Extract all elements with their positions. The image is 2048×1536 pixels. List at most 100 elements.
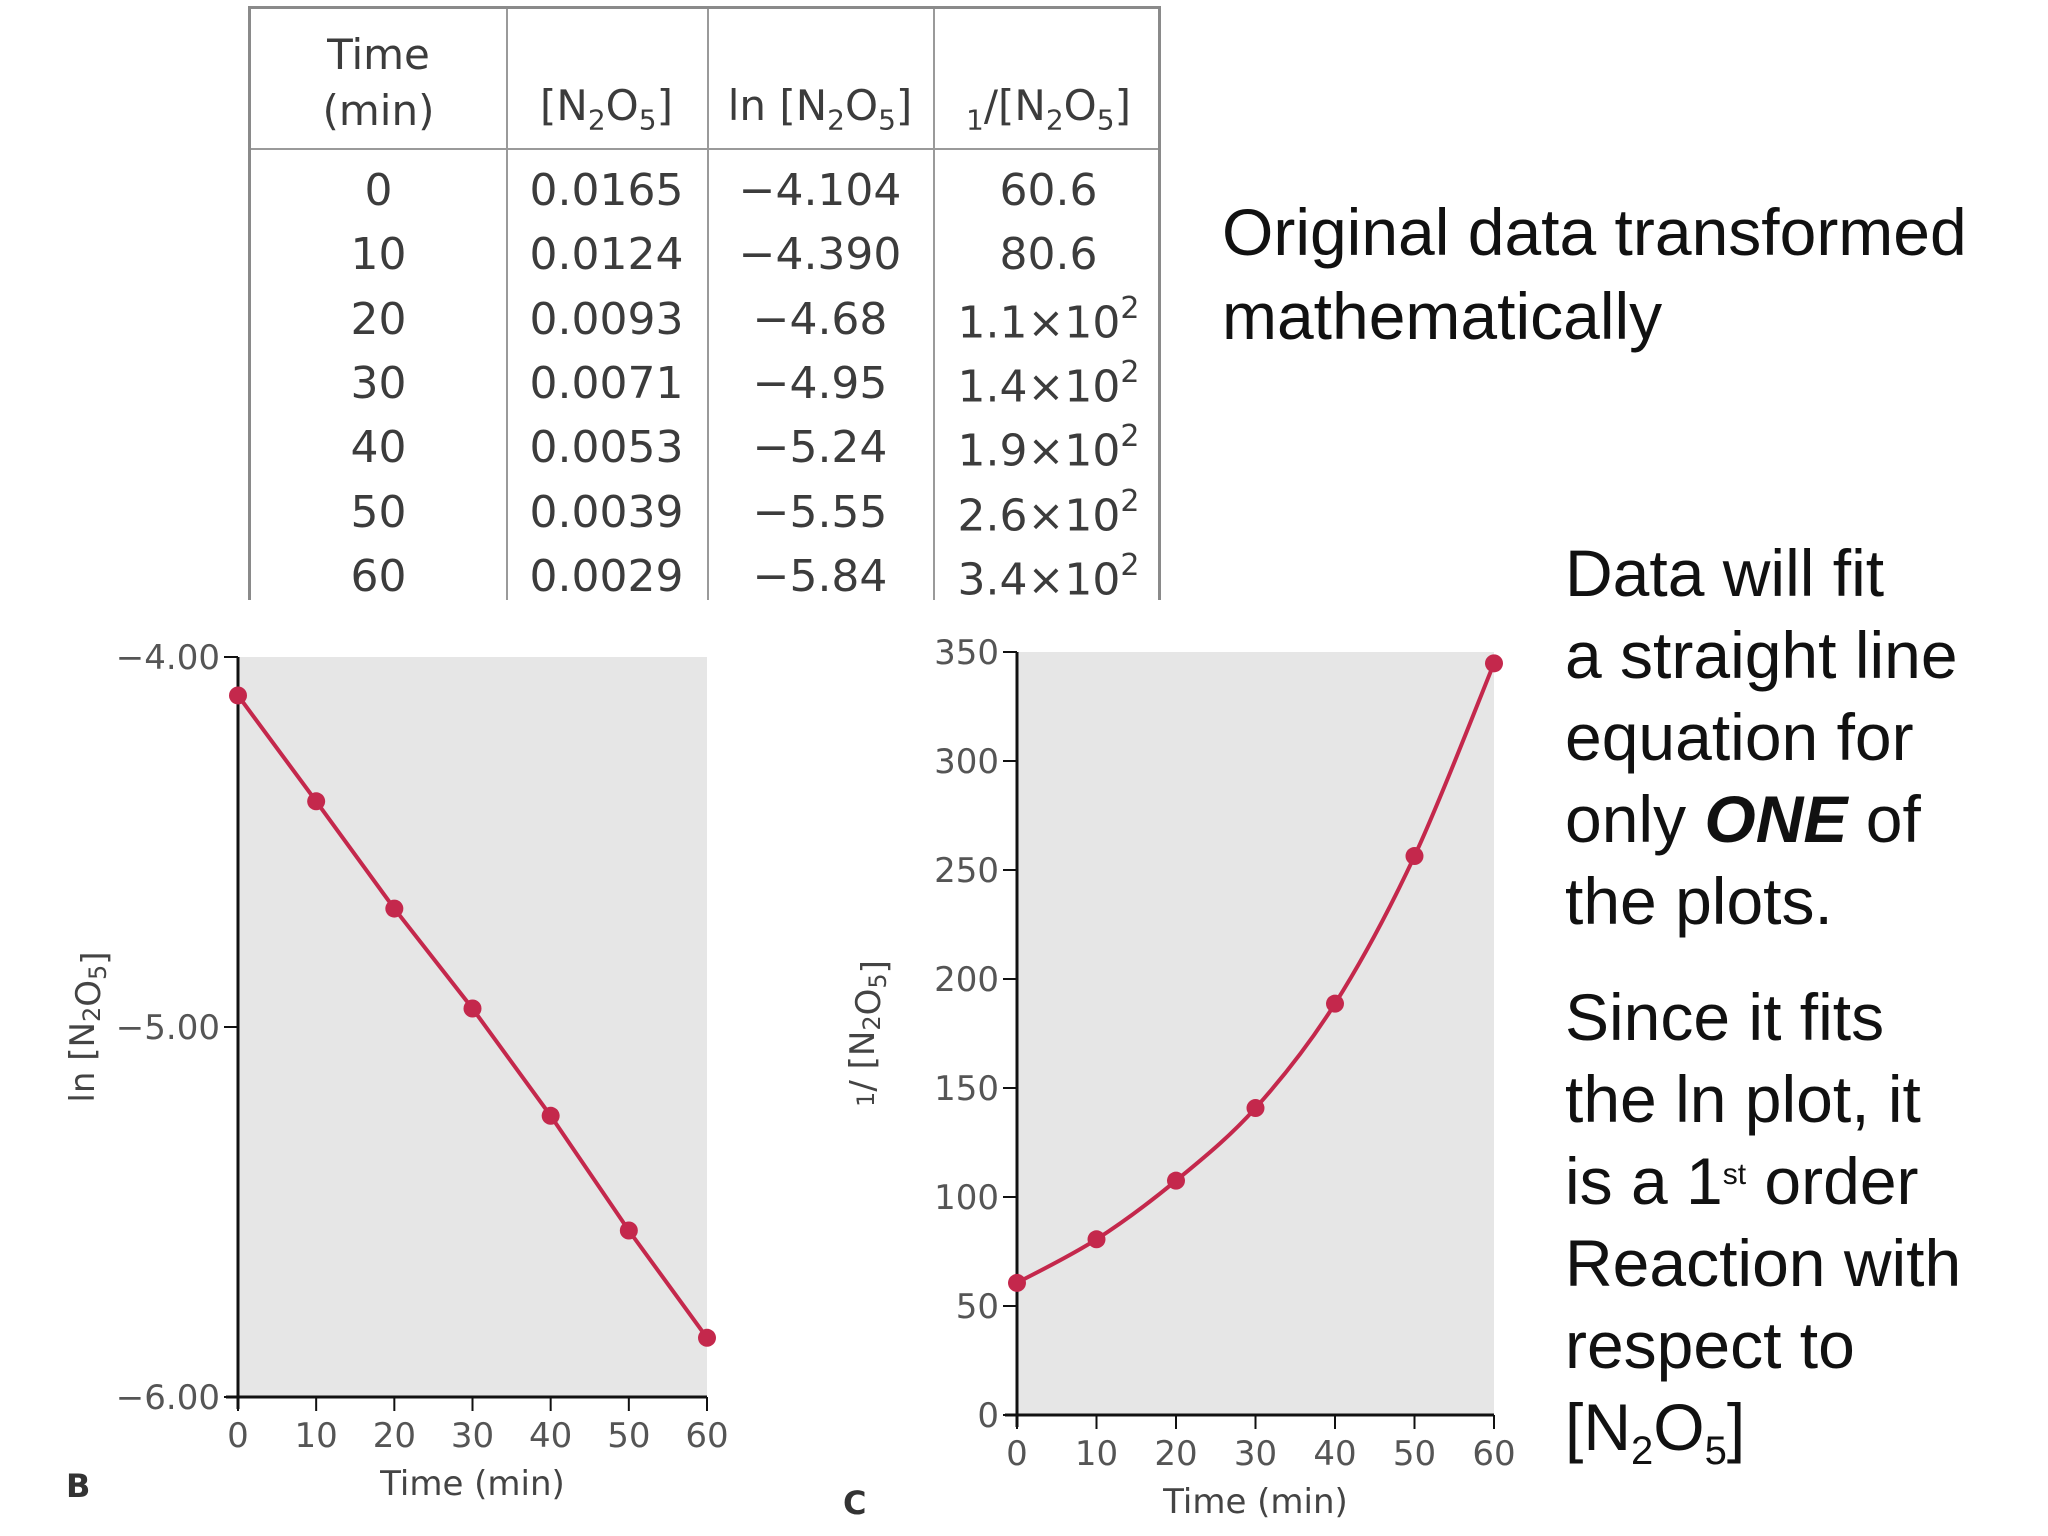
- table-cell-conc: 0.0039: [529, 486, 684, 538]
- data-point: [1485, 654, 1503, 673]
- x-tick-label: 10: [295, 1416, 338, 1456]
- intro-line: mathematically: [1222, 279, 1663, 353]
- y-tick-label: 200: [934, 960, 999, 1000]
- table-cell-inv: 60.6: [999, 165, 1098, 216]
- table-cell-inv: 1.1×102: [957, 290, 1140, 349]
- data-point: [229, 686, 247, 705]
- table-cell-conc: 0.0165: [529, 165, 684, 216]
- table-cell-inv: 3.4×102: [957, 547, 1140, 606]
- table-cell-inv: 2.6×102: [957, 483, 1140, 542]
- y-axis-label: 1/ [N2O5]: [843, 960, 895, 1107]
- data-point: [385, 899, 404, 918]
- data-point: [1167, 1171, 1185, 1190]
- x-tick-label: 50: [607, 1416, 650, 1456]
- x-axis-label: Time (min): [1162, 1482, 1348, 1522]
- panel-letter: B: [66, 1467, 90, 1505]
- note-line: Reaction with: [1565, 1226, 1962, 1300]
- notes-text: Data will fit a straight line equation f…: [1565, 532, 1961, 1492]
- data-point: [619, 1221, 638, 1240]
- y-tick-label: 350: [934, 633, 999, 673]
- y-tick-label: 100: [934, 1178, 999, 1218]
- table-cell-ln: −4.68: [752, 293, 888, 345]
- table-header-rule: [251, 148, 1158, 150]
- note-line: respect to: [1565, 1308, 1855, 1382]
- data-point: [698, 1328, 716, 1347]
- y-tick-label: −6.00: [116, 1378, 220, 1418]
- species-formula: [N2O5]: [1565, 1390, 1746, 1474]
- table-divider: [933, 9, 935, 600]
- note-line: is a 1st order: [1565, 1144, 1919, 1218]
- note-line: Since it fits: [1565, 980, 1885, 1054]
- table-cell-inv: 80.6: [999, 229, 1098, 281]
- plot-area: [1017, 652, 1494, 1415]
- y-axis-label: ln [N2O5]: [63, 951, 115, 1102]
- note-line: equation for: [1565, 700, 1914, 774]
- note-line: the ln plot, it: [1565, 1062, 1921, 1136]
- table-cell-ln: −4.95: [752, 357, 888, 409]
- table-divider: [707, 9, 709, 600]
- x-axis-label: Time (min): [379, 1464, 565, 1504]
- table-cell-time: 10: [350, 229, 407, 281]
- y-tick-label: −5.00: [116, 1008, 220, 1048]
- note-line: a straight line: [1565, 618, 1958, 692]
- table-cell-time: 50: [350, 486, 407, 538]
- table-divider: [506, 9, 508, 600]
- x-tick-label: 60: [1472, 1434, 1515, 1474]
- emphasis-one: ONE: [1704, 782, 1848, 856]
- chart-inverse-plot: 0 50 100 150 200 250 300 350 0 10 20 30 40 50 60 Time (…: [843, 633, 1516, 1522]
- table-cell-ln: −5.24: [752, 422, 888, 474]
- x-tick-label: 10: [1075, 1434, 1118, 1474]
- data-point: [1246, 1099, 1265, 1118]
- table-cell-conc: 0.0071: [529, 357, 684, 409]
- table-cell-ln: −4.390: [738, 229, 902, 281]
- table-cell-conc: 0.0124: [529, 229, 684, 281]
- table-cell-time: 60: [350, 550, 407, 602]
- data-point: [1008, 1273, 1026, 1292]
- header-conc: [N2O5]: [540, 81, 673, 137]
- x-tick-label: 40: [529, 1416, 572, 1456]
- panel-letter: C: [843, 1484, 866, 1522]
- x-tick-label: 40: [1313, 1434, 1356, 1474]
- x-tick-label: 30: [1234, 1434, 1277, 1474]
- y-tick-label: −4.00: [116, 638, 220, 678]
- table-cell-time: 30: [350, 357, 407, 409]
- header-time: Time (min): [322, 30, 435, 135]
- plot-area: [238, 657, 707, 1397]
- y-tick-label: 150: [934, 1069, 999, 1109]
- table-cell-time: 20: [350, 293, 407, 345]
- table-cell-conc: 0.0093: [529, 293, 684, 345]
- y-tick-label: 250: [934, 851, 999, 891]
- y-tick-label: 300: [934, 742, 999, 782]
- table-cell-conc: 0.0053: [529, 422, 684, 474]
- table-cell-conc: 0.0029: [529, 550, 684, 602]
- x-tick-label: 60: [685, 1416, 728, 1456]
- y-tick-label: 0: [977, 1396, 999, 1436]
- note-line: only ONE of: [1565, 782, 1921, 856]
- x-tick-label: 50: [1393, 1434, 1436, 1474]
- table-cell-time: 0: [364, 165, 393, 216]
- x-tick-label: 0: [1006, 1434, 1028, 1474]
- table-cell-ln: −5.55: [752, 486, 888, 538]
- header-inv: 1/[N2O5]: [966, 81, 1131, 137]
- intro-text: Original data transformed mathematically: [1222, 190, 1967, 358]
- intro-line: Original data transformed: [1222, 195, 1967, 269]
- chart-ln-plot: −6.00 −5.00 −4.00 0 10 20 30 40 50 60 Time (min) ln…: [63, 638, 729, 1505]
- data-point: [1326, 994, 1344, 1013]
- x-tick-label: 20: [373, 1416, 416, 1456]
- x-tick-label: 0: [227, 1416, 249, 1456]
- header-ln: ln [N2O5]: [727, 81, 913, 137]
- y-tick-label: 50: [956, 1287, 999, 1327]
- note-line: Data will fit: [1565, 536, 1885, 610]
- data-point: [1405, 847, 1424, 866]
- data-table: Time (min) [N2O5] ln [N2O5] 1/[N2O5] 0 0.…: [248, 6, 1161, 606]
- data-point: [463, 999, 482, 1018]
- table-cell-ln: −5.84: [752, 550, 888, 602]
- data-point: [541, 1106, 560, 1125]
- data-point: [307, 792, 326, 811]
- x-tick-label: 20: [1154, 1434, 1197, 1474]
- table-cell-time: 40: [350, 422, 407, 474]
- table-cell-inv: 1.9×102: [957, 419, 1140, 477]
- table-cell-inv: 1.4×102: [957, 354, 1140, 413]
- table-cell-ln: −4.104: [738, 165, 902, 216]
